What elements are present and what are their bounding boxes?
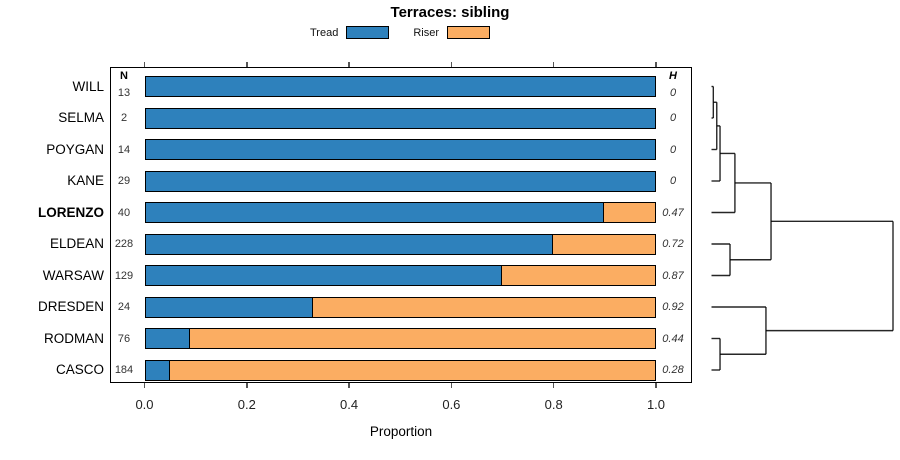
- plot-panel: [110, 67, 692, 383]
- x-axis-tick-top: [143, 62, 146, 67]
- bar-tread-kane: [144, 170, 656, 192]
- h-value-selma: 0: [669, 112, 677, 124]
- h-value-rodman: 0.44: [662, 332, 684, 345]
- n-value-eldean: 228: [114, 238, 134, 250]
- n-value-poygan: 14: [117, 143, 131, 156]
- x-axis-tick-top: [655, 62, 657, 67]
- x-axis-tick-label: 0.6: [442, 397, 461, 412]
- n-value-will: 13: [117, 86, 131, 99]
- n-value-casco: 184: [114, 364, 134, 376]
- n-value-dresden: 24: [117, 301, 131, 313]
- x-axis-tick-bottom: [246, 383, 248, 388]
- x-axis-tick-label: 0.4: [340, 397, 359, 412]
- bar-riser-lorenzo: [603, 202, 656, 223]
- row-label-dresden: DRESDEN: [37, 299, 104, 314]
- x-axis-tick-top: [552, 62, 555, 67]
- bar-tread-eldean: [144, 233, 554, 255]
- bar-riser-warsaw: [501, 265, 656, 286]
- legend-label-riser: Riser: [413, 26, 439, 39]
- legend: Tread Riser: [310, 26, 490, 39]
- row-label-rodman: RODMAN: [44, 330, 104, 346]
- h-value-eldean: 0.72: [662, 238, 684, 250]
- x-axis-tick-label: 0.0: [135, 397, 154, 412]
- x-axis-tick-bottom: [552, 383, 555, 388]
- bar-tread-poygan: [144, 139, 656, 160]
- bar-riser-dresden: [311, 296, 656, 318]
- h-value-lorenzo: 0.47: [662, 206, 684, 219]
- legend-label-tread: Tread: [310, 26, 339, 39]
- bar-tread-rodman: [144, 328, 191, 349]
- bar-riser-eldean: [552, 233, 656, 255]
- row-label-casco: CASCO: [55, 362, 104, 377]
- h-value-kane: 0: [669, 175, 677, 187]
- x-axis-tick-top: [450, 62, 453, 67]
- x-axis-tick-bottom: [348, 383, 350, 388]
- row-label-kane: KANE: [67, 173, 104, 188]
- x-axis-label: Proportion: [369, 424, 433, 439]
- row-label-poygan: POYGAN: [46, 141, 104, 157]
- row-label-eldean: ELDEAN: [49, 236, 104, 251]
- bar-tread-casco: [144, 359, 171, 381]
- h-value-will: 0: [669, 86, 677, 99]
- x-axis-tick-bottom: [143, 383, 146, 388]
- bar-riser-casco: [168, 359, 656, 381]
- x-axis-tick-top: [348, 62, 350, 67]
- h-value-warsaw: 0.87: [662, 269, 684, 282]
- x-axis-tick-bottom: [450, 383, 453, 388]
- bar-riser-rodman: [189, 328, 656, 349]
- h-value-casco: 0.28: [662, 364, 684, 376]
- x-axis-tick-top: [246, 62, 248, 67]
- chart-title: Terraces: sibling: [390, 4, 510, 21]
- legend-swatch-riser: [447, 26, 490, 39]
- bar-tread-lorenzo: [144, 202, 605, 223]
- bar-tread-warsaw: [144, 265, 503, 286]
- n-value-rodman: 76: [117, 332, 131, 345]
- row-label-will: WILL: [72, 78, 104, 94]
- row-label-lorenzo: LORENZO: [38, 204, 104, 220]
- x-axis-tick-label: 0.8: [544, 397, 563, 412]
- row-label-selma: SELMA: [58, 110, 104, 125]
- n-value-warsaw: 129: [114, 269, 134, 282]
- x-axis-tick-label: 0.2: [237, 397, 256, 412]
- x-axis-tick-bottom: [655, 383, 657, 388]
- bar-tread-selma: [144, 107, 656, 129]
- bar-tread-dresden: [144, 296, 314, 318]
- n-column-header: N: [120, 70, 128, 82]
- n-value-selma: 2: [120, 112, 128, 124]
- n-value-lorenzo: 40: [117, 206, 131, 219]
- bar-tread-will: [144, 76, 656, 97]
- row-label-warsaw: WARSAW: [42, 267, 104, 283]
- legend-swatch-tread: [346, 26, 390, 39]
- dendrogram: [711, 85, 894, 371]
- h-value-dresden: 0.92: [662, 301, 684, 313]
- h-value-poygan: 0: [669, 143, 677, 156]
- n-value-kane: 29: [117, 175, 131, 187]
- h-column-header: H: [669, 70, 677, 82]
- x-axis-tick-label: 1.0: [646, 397, 666, 412]
